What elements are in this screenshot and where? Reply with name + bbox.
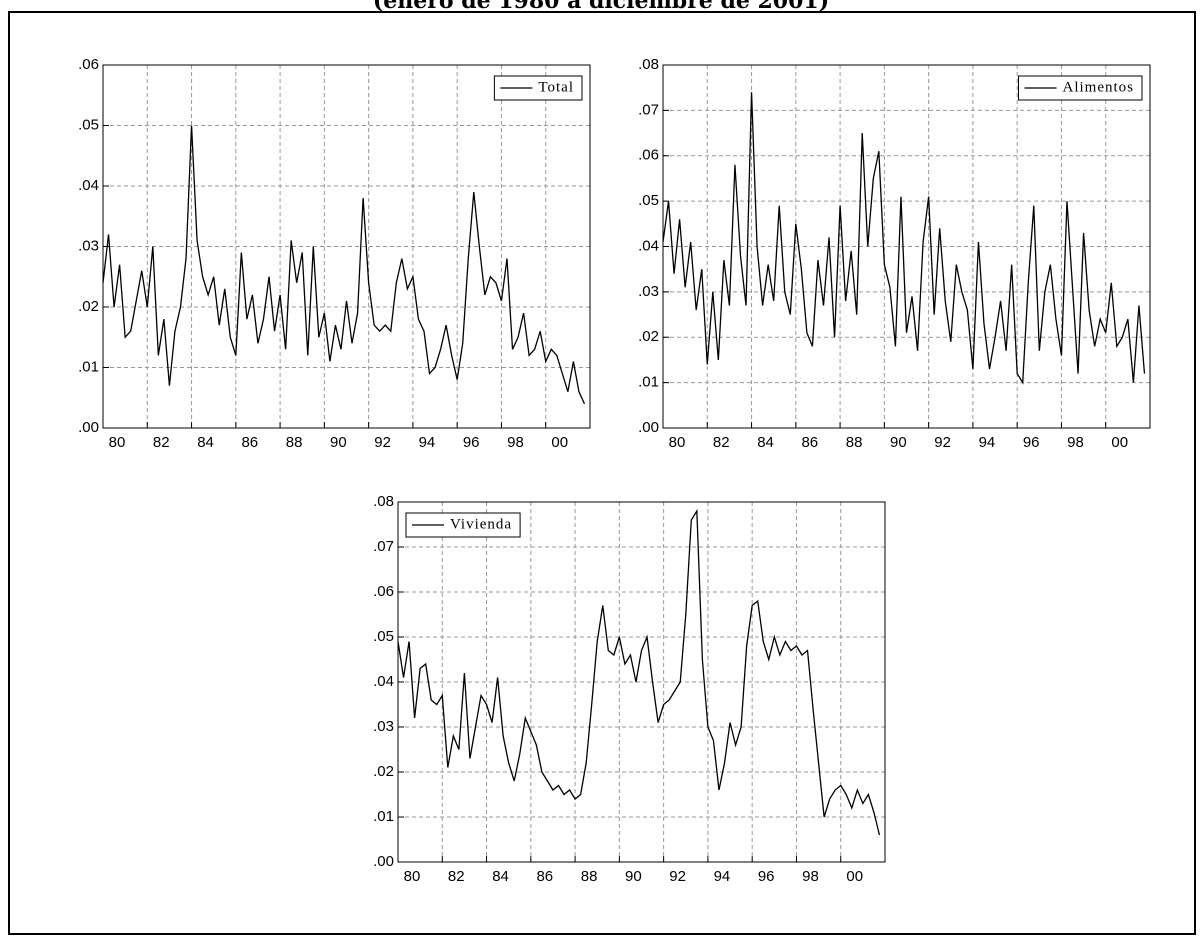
x-tick-label: 80 — [404, 868, 421, 885]
x-tick-label: 82 — [448, 868, 465, 885]
x-tick-label: 00 — [846, 868, 863, 885]
plot-area — [103, 65, 590, 428]
y-tick-label: .04 — [78, 177, 99, 194]
y-tick-label: .04 — [638, 237, 659, 254]
y-tick-label: .00 — [638, 419, 659, 436]
x-tick-label: 92 — [934, 434, 951, 451]
x-tick-label: 82 — [153, 434, 170, 451]
y-tick-label: .04 — [373, 673, 394, 690]
x-tick-label: 82 — [713, 434, 730, 451]
y-tick-label: .03 — [638, 283, 659, 300]
x-tick-label: 88 — [846, 434, 863, 451]
y-tick-label: .05 — [373, 628, 394, 645]
series-line — [102, 125, 586, 405]
y-tick-label: .02 — [373, 763, 394, 780]
x-tick-label: 96 — [1023, 434, 1040, 451]
y-tick-label: .05 — [638, 192, 659, 209]
x-tick-label: 86 — [536, 868, 553, 885]
frame — [8, 11, 1196, 935]
x-tick-label: 90 — [330, 434, 347, 451]
x-tick-label: 96 — [758, 868, 775, 885]
x-tick-label: 84 — [197, 434, 214, 451]
x-tick-label: 86 — [801, 434, 818, 451]
x-tick-label: 98 — [1067, 434, 1084, 451]
y-tick-label: .02 — [78, 298, 99, 315]
series-line — [662, 92, 1146, 385]
x-tick-label: 88 — [581, 868, 598, 885]
legend: Vivienda — [405, 512, 521, 538]
plot-border — [397, 501, 886, 863]
legend-label: Total — [538, 79, 574, 95]
x-tick-label: 94 — [979, 434, 996, 451]
y-tick-label: .03 — [78, 237, 99, 254]
y-tick-label: .00 — [78, 419, 99, 436]
y-tick-label: .06 — [78, 56, 99, 73]
y-tick-label: .07 — [638, 101, 659, 118]
y-tick-label: .02 — [638, 328, 659, 345]
x-tick-label: 94 — [419, 434, 436, 451]
x-tick-label: 98 — [802, 868, 819, 885]
x-tick-label: 98 — [507, 434, 524, 451]
x-tick-label: 00 — [551, 434, 568, 451]
y-tick-label: .07 — [373, 538, 394, 555]
series-line — [397, 508, 881, 836]
figure-title: (enero de 1980 a diciembre de 2001) — [373, 0, 829, 14]
chart-panel: .00 .01 .02 .03 .04 .05 .06 .07 .08 80 82 84 86 88 90 9… — [638, 56, 1151, 451]
plot-area — [663, 65, 1150, 428]
x-tick-label: 90 — [625, 868, 642, 885]
x-tick-label: 80 — [669, 434, 686, 451]
plot-border — [102, 64, 591, 429]
y-tick-label: .06 — [373, 583, 394, 600]
chart-panel: .00 .01 .02 .03 .04 .05 .06 .07 .08 80 82 84 86 88 90 9… — [373, 493, 886, 885]
y-tick-label: .01 — [78, 358, 99, 375]
y-tick-label: .06 — [638, 147, 659, 164]
x-tick-label: 90 — [890, 434, 907, 451]
x-tick-label: 92 — [374, 434, 391, 451]
legend-label: Vivienda — [450, 516, 512, 532]
x-tick-label: 92 — [669, 868, 686, 885]
legend-label: Alimentos — [1063, 79, 1135, 95]
plot-border — [662, 64, 1151, 429]
y-tick-label: .00 — [373, 853, 394, 870]
y-tick-label: .08 — [638, 56, 659, 73]
x-tick-label: 86 — [241, 434, 258, 451]
chart-panel: .00 .01 .02 .03 .04 .05 .06 80 82 84 86 88 90 92 94 96 9… — [78, 56, 591, 451]
y-tick-label: .05 — [78, 116, 99, 133]
x-tick-label: 88 — [286, 434, 303, 451]
y-tick-label: .01 — [638, 374, 659, 391]
y-tick-label: .03 — [373, 718, 394, 735]
y-tick-label: .08 — [373, 493, 394, 510]
y-tick-label: .01 — [373, 808, 394, 825]
x-tick-label: 84 — [757, 434, 774, 451]
plot-area — [398, 502, 885, 862]
x-tick-label: 94 — [714, 868, 731, 885]
x-tick-label: 80 — [109, 434, 126, 451]
legend: Total — [493, 75, 583, 101]
x-tick-label: 84 — [492, 868, 509, 885]
x-tick-label: 00 — [1111, 434, 1128, 451]
legend: Alimentos — [1018, 75, 1143, 101]
x-tick-label: 96 — [463, 434, 480, 451]
